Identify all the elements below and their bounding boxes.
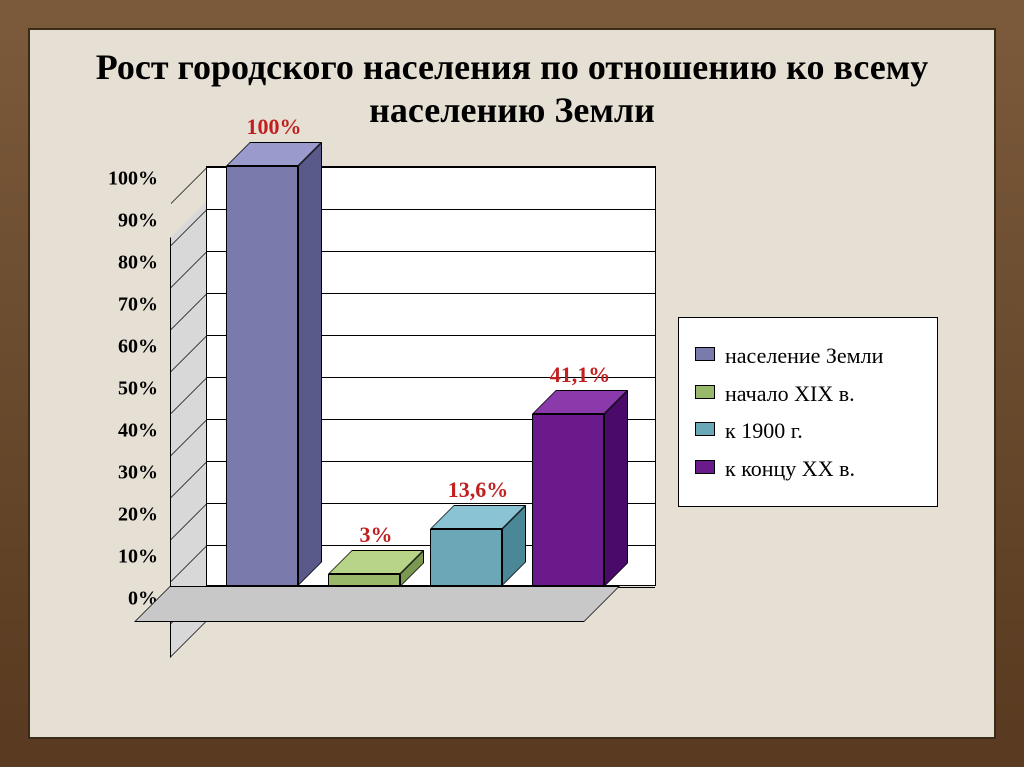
legend-label: к концу XX в. xyxy=(725,455,855,483)
legend-swatch xyxy=(695,347,715,361)
bar-value-label: 41,1% xyxy=(550,362,611,388)
y-tick: 20% xyxy=(118,504,158,527)
legend-label: к 1900 г. xyxy=(725,417,803,445)
bar-value-label: 13,6% xyxy=(448,477,509,503)
bar: 41,1% xyxy=(532,414,604,587)
legend-item: к 1900 г. xyxy=(695,417,921,445)
legend-label: начало XIX в. xyxy=(725,380,855,408)
gridline-side xyxy=(171,167,207,204)
legend: население Земли начало XIX в. к 1900 г. к к… xyxy=(678,317,938,507)
bar-value-label: 3% xyxy=(360,522,393,548)
y-tick: 70% xyxy=(118,294,158,317)
y-axis: 0%10%20%30%40%50%60%70%80%90%100% xyxy=(88,202,166,622)
bar: 3% xyxy=(328,574,400,587)
y-tick: 80% xyxy=(118,252,158,275)
content-row: 0%10%20%30%40%50%60%70%80%90%100% 100%3%… xyxy=(28,142,996,682)
y-tick: 90% xyxy=(118,210,158,233)
legend-swatch xyxy=(695,385,715,399)
chart-floor xyxy=(134,586,620,622)
y-tick: 10% xyxy=(118,546,158,569)
bar-front xyxy=(226,166,298,586)
bar-front xyxy=(430,529,502,586)
legend-item: к концу XX в. xyxy=(695,455,921,483)
bar-chart: 0%10%20%30%40%50%60%70%80%90%100% 100%3%… xyxy=(88,162,648,662)
bar-side xyxy=(604,390,628,587)
bar-front xyxy=(532,414,604,587)
y-tick: 40% xyxy=(118,420,158,443)
legend-swatch xyxy=(695,460,715,474)
slide-title: Рост городского населения по отношению к… xyxy=(28,28,996,142)
bar: 13,6% xyxy=(430,529,502,586)
y-tick: 30% xyxy=(118,462,158,485)
bar: 100% xyxy=(226,166,298,586)
bar-value-label: 100% xyxy=(247,114,302,140)
legend-item: начало XIX в. xyxy=(695,380,921,408)
bars-container: 100% 3% 13,6% 41,1% xyxy=(206,166,656,586)
legend-label: население Земли xyxy=(725,342,883,370)
y-tick: 60% xyxy=(118,336,158,359)
legend-item: население Земли xyxy=(695,342,921,370)
bar-front xyxy=(328,574,400,587)
legend-swatch xyxy=(695,422,715,436)
y-tick: 100% xyxy=(108,168,158,191)
bar-side xyxy=(298,142,322,586)
y-tick: 50% xyxy=(118,378,158,401)
plot-area: 100%3%13,6%41,1% xyxy=(170,202,620,622)
